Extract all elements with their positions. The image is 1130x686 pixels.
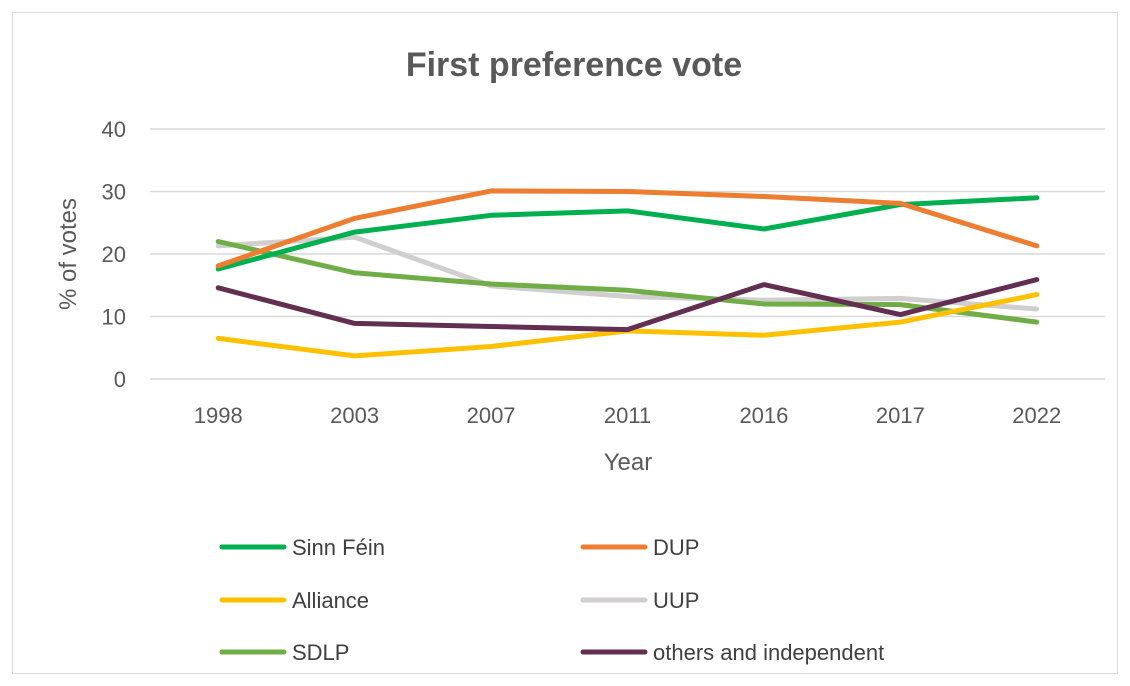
x-tick-label: 2022: [1012, 403, 1061, 428]
legend-label: Sinn Féin: [292, 535, 385, 560]
y-axis-title: % of votes: [55, 198, 82, 310]
series-line-dup: [215, 188, 1040, 269]
legend: Sinn Féin DUP Alliance UUP SDLP others and in…: [219, 535, 884, 665]
y-tick-label: 40: [102, 117, 126, 142]
x-tick-label: 2003: [330, 403, 379, 428]
y-axis-ticks: 0 10 20 30 40: [102, 117, 126, 392]
x-tick-label: 2011: [604, 403, 651, 428]
series-line-uup: [215, 234, 1040, 312]
y-tick-label: 10: [102, 305, 126, 330]
series-line-others-and-independent: [215, 277, 1040, 333]
x-tick-label: 2007: [467, 403, 516, 428]
y-tick-label: 30: [102, 180, 126, 205]
chart-title: First preference vote: [406, 46, 742, 84]
x-axis-title: Year: [604, 449, 653, 476]
series-line-alliance: [215, 292, 1040, 359]
legend-label: others and independent: [653, 640, 884, 665]
x-tick-label: 2016: [739, 403, 788, 428]
x-axis-ticks: 1998 2003 2007 2011 2016 2017 2022: [194, 403, 1062, 428]
legend-label: Alliance: [292, 588, 369, 613]
y-tick-label: 20: [102, 242, 126, 267]
legend-label: UUP: [653, 588, 699, 613]
gridlines: [150, 128, 1105, 380]
y-tick-label: 0: [114, 367, 126, 392]
legend-label: DUP: [653, 535, 699, 560]
series-lines: [215, 188, 1040, 359]
x-tick-label: 1998: [194, 403, 243, 428]
series-line-sdlp: [215, 239, 1040, 325]
legend-label: SDLP: [292, 640, 349, 665]
chart-area: [12, 12, 1118, 674]
x-tick-label: 2017: [876, 403, 925, 428]
